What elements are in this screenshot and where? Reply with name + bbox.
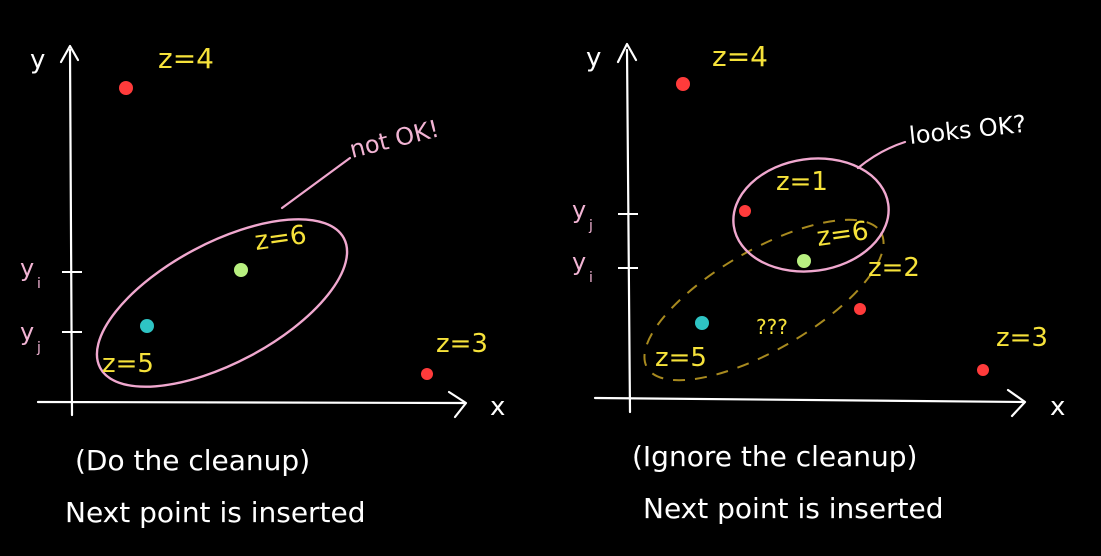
- left-point-z3: [421, 368, 433, 380]
- right-caption-line-2: Next point is inserted: [643, 492, 944, 525]
- left-tick-yj-label: y: [20, 318, 34, 346]
- right-tick-yi-label: y: [572, 248, 586, 276]
- right-point-z6: [797, 254, 811, 268]
- right-point-z3: [977, 364, 989, 376]
- right-panel: y x y j y i looks OK? z=4 z=1 z=6 z=2 z=…: [572, 40, 1065, 525]
- left-x-axis: [36, 400, 467, 405]
- left-y-arrow-icon: [59, 44, 80, 64]
- right-tick-yj-sub: j: [588, 218, 593, 234]
- right-caption-line-1: (Ignore the cleanup): [632, 440, 917, 473]
- left-callout-line: [280, 156, 352, 210]
- right-label-z1: z=1: [776, 167, 828, 197]
- right-question-marks: ???: [756, 315, 788, 339]
- right-callout-line: [856, 140, 907, 170]
- left-group-ellipse: [95, 218, 349, 388]
- right-point-z4: [676, 77, 690, 91]
- left-tick-yi-sub: i: [37, 276, 41, 292]
- left-point-z5: [140, 319, 154, 333]
- left-axis-x-label: x: [490, 392, 505, 422]
- right-dashed-ellipse: [643, 218, 885, 382]
- left-label-z6: z=6: [253, 220, 309, 257]
- right-x-arrow-icon: [1006, 388, 1027, 418]
- left-point-z4: [119, 81, 133, 95]
- left-y-axis: [68, 48, 74, 417]
- right-y-arrow-icon: [616, 42, 638, 64]
- right-label-z5: z=5: [655, 343, 707, 373]
- left-caption-line-2: Next point is inserted: [65, 496, 366, 529]
- right-axis-x-label: x: [1050, 392, 1065, 422]
- left-x-arrow-icon: [447, 390, 468, 419]
- left-label-z5: z=5: [102, 349, 154, 379]
- left-label-z3: z=3: [436, 329, 488, 359]
- left-point-z6: [234, 263, 248, 277]
- right-y-axis: [625, 48, 632, 414]
- right-group-ellipse: [732, 157, 890, 273]
- right-x-axis: [593, 396, 1026, 404]
- left-caption-line-1: (Do the cleanup): [75, 444, 310, 477]
- right-tick-yi-sub: i: [589, 270, 593, 286]
- right-tick-yj-label: y: [572, 196, 586, 224]
- left-tick-yi-label: y: [20, 254, 34, 282]
- left-tick-yj-sub: j: [36, 340, 41, 356]
- right-point-z1: [739, 205, 751, 217]
- right-point-z2: [854, 303, 866, 315]
- left-panel: y x y i y j not OK! z=4 z=5 z=6 z=3 (Do …: [20, 42, 505, 529]
- right-label-z3: z=3: [996, 323, 1048, 353]
- right-label-z2: z=2: [868, 253, 920, 283]
- right-axis-y-label: y: [586, 43, 601, 73]
- right-label-z4: z=4: [712, 40, 768, 73]
- left-axis-y-label: y: [30, 45, 45, 75]
- right-point-z5: [695, 316, 709, 330]
- right-label-z6: z=6: [815, 216, 871, 253]
- left-label-z4: z=4: [158, 42, 214, 75]
